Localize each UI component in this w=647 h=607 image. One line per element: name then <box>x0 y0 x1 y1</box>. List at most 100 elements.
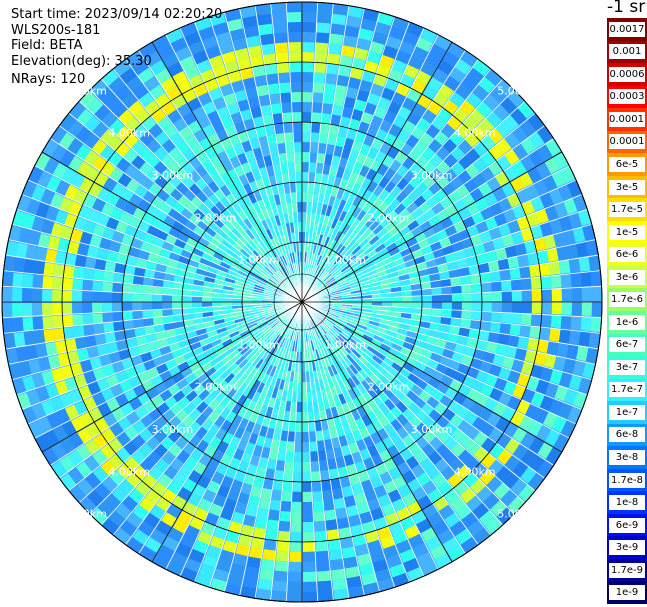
ray-gate <box>489 443 505 459</box>
ray-gate <box>330 23 345 36</box>
ray-gate <box>302 531 315 542</box>
ray-gate <box>252 291 263 296</box>
ray-gate <box>261 208 270 220</box>
ray-separator <box>89 301 303 515</box>
ray-gate <box>406 264 418 274</box>
ray-gate <box>385 512 400 526</box>
ray-gate <box>310 340 315 351</box>
ray-gate <box>234 501 248 515</box>
ray-gate <box>253 402 263 415</box>
ray-gate <box>145 489 161 505</box>
ray-gate <box>47 235 61 251</box>
ray-separator <box>223 12 303 303</box>
ray-gate <box>358 470 371 483</box>
ray-gate <box>250 106 262 119</box>
ray-gate <box>171 551 189 567</box>
ray-gate <box>292 381 298 392</box>
ray-separator <box>3 270 303 303</box>
ray-gate <box>316 369 323 381</box>
ray-gate <box>253 264 264 273</box>
ray-gate <box>12 303 23 318</box>
ray-gate <box>402 31 419 46</box>
ray-gate <box>488 160 503 177</box>
ray-gate <box>240 346 250 356</box>
ray-gate <box>142 473 158 489</box>
ray-gate <box>184 134 198 149</box>
ray-gate <box>456 258 469 269</box>
ray-gate <box>208 423 221 437</box>
ray-gate <box>360 213 371 225</box>
ray-gate <box>67 449 84 467</box>
ray-gate <box>375 351 386 361</box>
ray-gate <box>272 113 283 125</box>
ray-gate <box>408 242 421 253</box>
ray-gate <box>377 12 394 26</box>
colorbar-level: 0.0017 <box>607 18 647 41</box>
ray-gate <box>409 175 422 189</box>
ray-gate <box>180 208 193 220</box>
ray-separator <box>285 2 303 303</box>
ray-gate <box>364 265 375 274</box>
ray-gate <box>312 340 318 351</box>
ray-gate <box>520 432 536 449</box>
ray-gate <box>263 327 273 336</box>
ray-gate <box>351 482 364 495</box>
ray-gate <box>209 503 224 517</box>
ray-gate <box>249 137 261 150</box>
ray-gate <box>302 551 316 562</box>
ray-gate <box>418 390 432 403</box>
ray-gate <box>399 548 416 564</box>
ray-gate <box>319 245 327 257</box>
ray-gate <box>85 422 101 439</box>
ray-gate <box>568 374 583 391</box>
colorbar-level-label: 3e-7 <box>609 359 645 375</box>
ray-gate <box>318 268 326 278</box>
ray-gate <box>247 204 257 216</box>
ray-gate <box>232 337 244 346</box>
ray-gate <box>316 22 331 34</box>
ray-gate <box>169 188 183 202</box>
ray-gate <box>50 126 67 145</box>
ray-gate <box>205 45 221 60</box>
ray-gate <box>322 163 331 175</box>
ray-gate <box>219 83 234 97</box>
ray-gate <box>231 227 242 239</box>
ray-gate <box>45 383 60 399</box>
colorbar-level: 6e-9 <box>607 513 647 537</box>
ray-gate <box>510 478 528 496</box>
ray-gate <box>2 318 14 334</box>
ray-gate <box>177 232 190 243</box>
ray-gate <box>125 256 138 267</box>
ray-gate <box>209 237 221 248</box>
ray-gate <box>331 155 341 167</box>
ray-gate <box>345 324 356 332</box>
ray-gate <box>577 209 592 226</box>
ray-gate <box>223 93 237 106</box>
ray-gate <box>137 343 150 355</box>
ray-gate <box>356 186 367 198</box>
ray-gate <box>275 324 284 334</box>
ray-gate <box>275 271 284 280</box>
ray-gate <box>225 181 237 193</box>
ray-gate <box>371 31 388 45</box>
ray-gate <box>269 344 277 354</box>
ray-gate <box>182 308 193 315</box>
ray-gate <box>390 406 403 419</box>
ray-gate <box>503 422 519 438</box>
ray-gate <box>330 478 342 490</box>
ray-gate <box>261 373 270 385</box>
ray-gate <box>339 55 354 68</box>
ray-separator <box>301 2 319 303</box>
ray-gate <box>99 237 112 251</box>
ray-gate <box>264 311 274 317</box>
ray-gate <box>233 121 246 134</box>
ray-gate <box>277 347 285 359</box>
ray-gate <box>398 40 415 55</box>
ray-gate <box>217 150 229 164</box>
ray-gate <box>252 65 266 78</box>
ray-gate <box>257 393 267 405</box>
ray-gate <box>364 488 378 502</box>
colorbar-level-label: 1e-8 <box>609 495 645 511</box>
ray-gate <box>320 358 328 369</box>
ray-gate <box>106 374 120 388</box>
